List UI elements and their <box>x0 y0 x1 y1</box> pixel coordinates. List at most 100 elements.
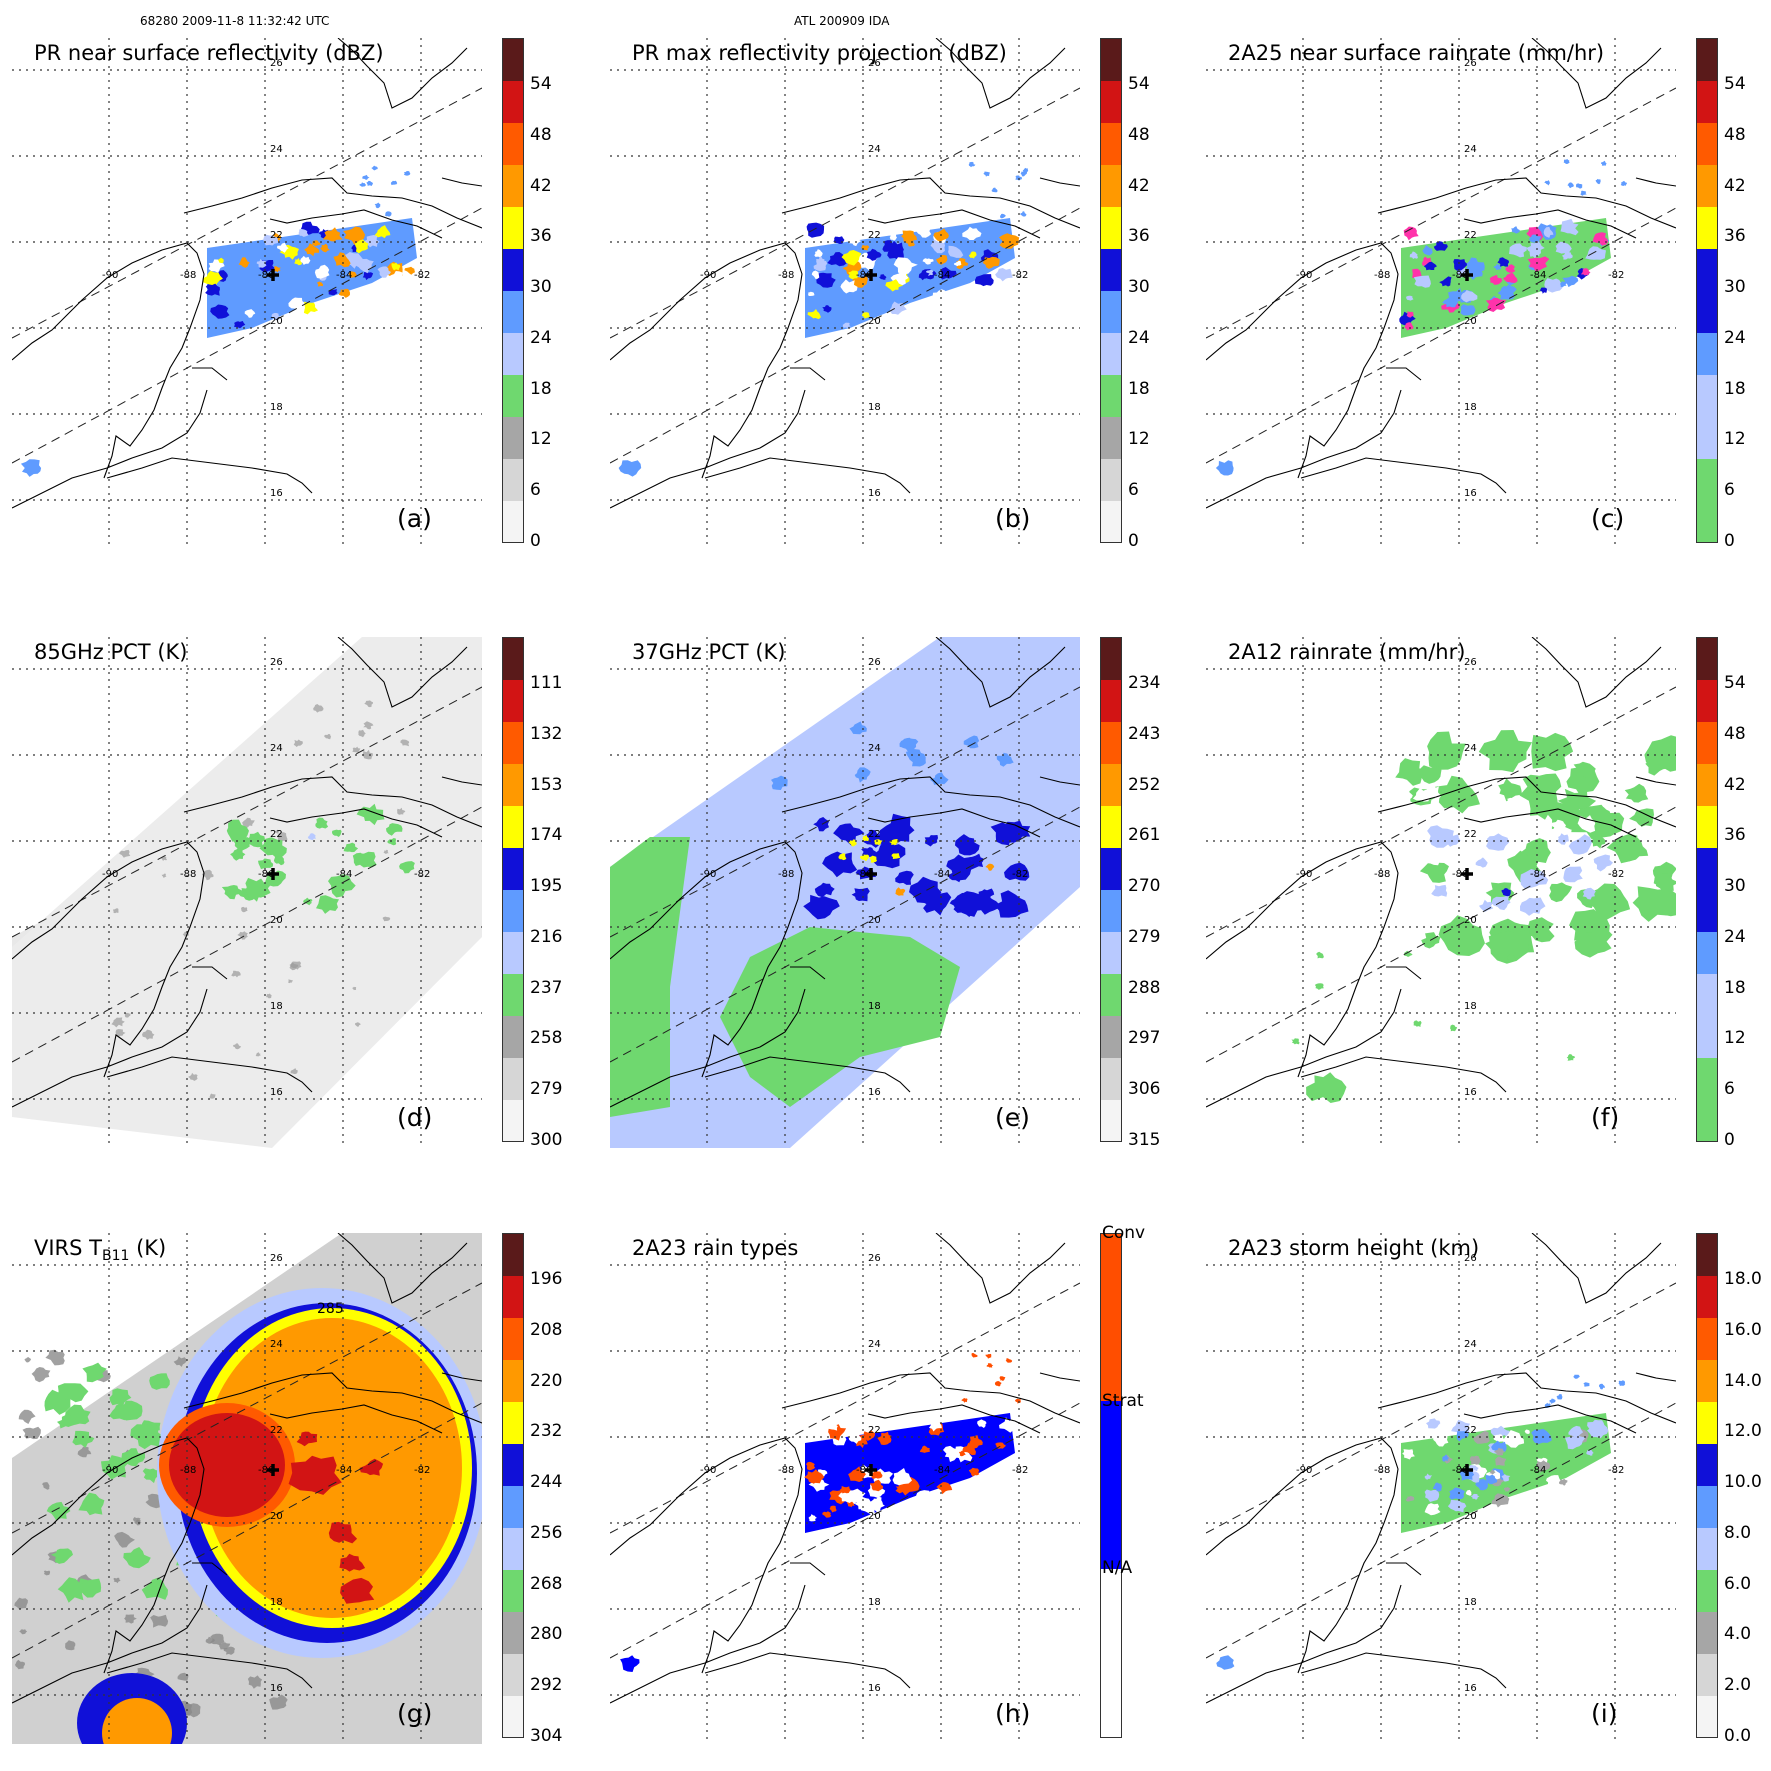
cold-cloud-core <box>340 1577 375 1604</box>
colorbar-segment <box>1697 847 1717 890</box>
panel-letter: (g) <box>397 1699 433 1728</box>
lat-tick-label: 26 <box>270 1253 283 1264</box>
precip-cell <box>1573 1374 1580 1379</box>
cold-cloud-core <box>102 1698 172 1744</box>
colorbar-tick-label: 14.0 <box>1724 1370 1762 1391</box>
precip-cell <box>362 271 374 281</box>
precip-cell <box>842 261 862 276</box>
panel-letter: (c) <box>1591 504 1625 533</box>
convective-core <box>859 854 870 862</box>
precip-cell <box>807 309 821 320</box>
colorbar-tick-label: 208 <box>530 1319 563 1340</box>
precip-cell <box>1000 213 1006 219</box>
precip-cell <box>849 721 867 735</box>
panel-d: -90-88-86-84-82-8026242220181685GHz PCT … <box>12 637 572 1150</box>
precip-cell <box>986 1363 994 1368</box>
coastline <box>935 1233 1066 1304</box>
panel-f: -90-88-86-84-82-802624222018162A12 rainr… <box>1206 637 1766 1150</box>
colorbar-tick-label: 234 <box>1128 673 1161 693</box>
precip-cell <box>1479 899 1494 912</box>
cold-cloud-cell <box>354 1022 361 1027</box>
precip-cell <box>1453 259 1468 271</box>
precip-cell <box>1485 298 1507 312</box>
precip-cell <box>1568 834 1593 855</box>
lon-tick-label: -82 <box>1608 270 1624 281</box>
precip-cell <box>1404 950 1413 957</box>
precip-cell <box>1549 1398 1556 1405</box>
coastline <box>1377 177 1676 229</box>
lon-tick-label: -82 <box>414 869 430 880</box>
colorbar-segment <box>1101 973 1121 1016</box>
colorbar-segment <box>503 805 523 849</box>
precip-cell <box>1405 1495 1415 1502</box>
colorbar-tick-label: 261 <box>1128 825 1161 846</box>
precip-cell <box>1580 190 1587 196</box>
clear-gap <box>1412 787 1432 802</box>
cold-cloud-cell <box>274 829 280 834</box>
coastline <box>610 242 803 479</box>
precip-cell <box>1632 886 1675 922</box>
precip-cell <box>208 259 225 273</box>
precip-cell <box>1306 1072 1347 1103</box>
colorbar-segment <box>1101 374 1121 417</box>
colorbar-segment <box>1101 332 1121 375</box>
lat-tick-label: 18 <box>1464 402 1477 413</box>
colorbar-tick-label: 54 <box>1724 673 1746 693</box>
colorbar <box>502 637 524 1142</box>
map-f: -90-88-86-84-82-80262422201816 <box>1206 637 1676 1148</box>
precip-cell <box>1412 268 1422 279</box>
precip-cell <box>1424 1503 1441 1516</box>
coastline <box>1206 1584 1402 1704</box>
colorbar-segment <box>1697 374 1717 417</box>
precip-cell <box>1465 1489 1472 1496</box>
cold-cloud-cell <box>290 961 302 970</box>
precip-cell <box>290 299 305 312</box>
lon-tick-label: -82 <box>414 1465 430 1476</box>
precip-cell <box>1406 311 1414 318</box>
lon-tick-label: -86 <box>1452 270 1468 281</box>
colorbar-segment <box>1697 122 1717 166</box>
precip-cell <box>1501 888 1511 897</box>
coastline <box>1531 637 1662 708</box>
coastline <box>1039 177 1080 187</box>
coastline <box>1463 1404 1637 1434</box>
precip-cell <box>1497 257 1509 267</box>
colorbar-segment <box>1101 889 1121 932</box>
precip-cell <box>1427 825 1454 848</box>
precip-cell <box>1531 1428 1552 1444</box>
precip-cell <box>890 271 909 286</box>
colorbar-segment <box>1697 164 1717 208</box>
lon-tick-label: -90 <box>700 270 716 281</box>
panel-h: -90-88-86-84-82-802624222018162A23 rain … <box>610 1223 1170 1744</box>
lon-tick-label: -82 <box>414 270 430 281</box>
coastline <box>12 242 205 479</box>
precip-cell <box>1395 758 1427 786</box>
precip-cell <box>1529 234 1542 243</box>
precip-cell <box>1442 1454 1450 1462</box>
clear-gap <box>1549 819 1566 834</box>
clear-gap <box>1401 790 1413 801</box>
lat-tick-label: 16 <box>270 1087 283 1098</box>
precip-cell <box>273 266 281 273</box>
precip-cell <box>900 737 919 753</box>
lat-tick-label: 20 <box>270 316 283 327</box>
precip-cell <box>833 236 845 244</box>
colorbar-tick-label: 0 <box>530 531 541 551</box>
precip-cell <box>1503 1486 1511 1492</box>
colorbar-tick-label: 18 <box>1724 378 1746 399</box>
map-a: -90-88-86-84-82-80262422201816 <box>12 38 482 549</box>
lon-tick-label: -84 <box>336 1465 352 1476</box>
colorbar-tick-label: 12 <box>1724 429 1746 450</box>
precip-cell <box>258 858 274 870</box>
cold-cloud-cell <box>290 1068 298 1075</box>
precip-cell <box>922 258 934 265</box>
colorbar-tick-label: 111 <box>530 673 563 693</box>
precip-cell <box>1447 1499 1467 1513</box>
precip-cell <box>234 321 246 329</box>
colorbar-segment <box>503 39 523 82</box>
coastline <box>781 177 1080 229</box>
precip-cell <box>827 1422 838 1431</box>
colorbar <box>1696 38 1718 543</box>
colorbar-segment <box>503 889 523 932</box>
cold-cloud-cell <box>288 979 293 984</box>
